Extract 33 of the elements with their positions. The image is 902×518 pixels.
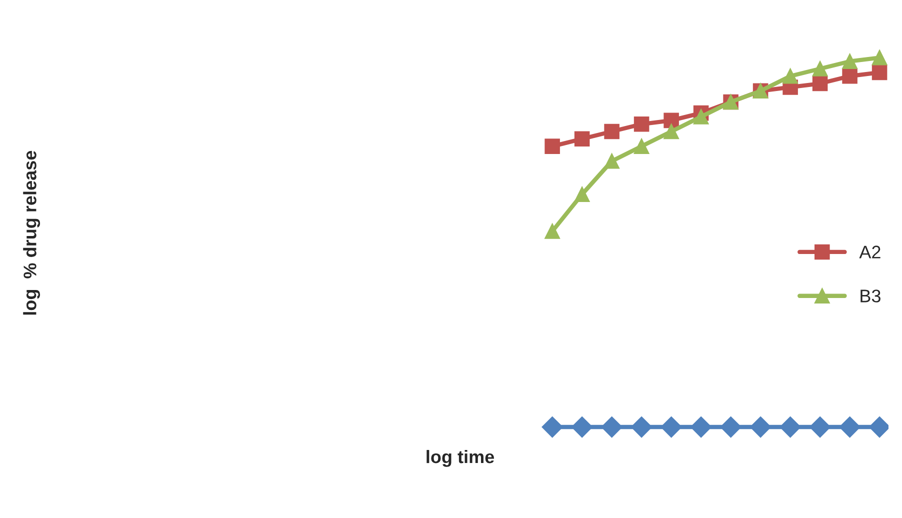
point: [842, 54, 858, 69]
point: [782, 68, 798, 84]
point: [631, 416, 652, 438]
legend-label: B3: [860, 290, 880, 302]
point: [839, 416, 860, 438]
point: [664, 112, 679, 128]
point: [604, 153, 620, 169]
point: [544, 224, 560, 239]
point: [634, 116, 650, 132]
point: [842, 68, 858, 84]
point: [690, 416, 712, 438]
legend-label: A2: [859, 246, 880, 258]
point: [872, 64, 888, 80]
text: log % drug release: [23, 150, 40, 315]
point: [544, 138, 560, 154]
point: [542, 416, 563, 438]
point: [634, 138, 650, 154]
point: [664, 124, 679, 140]
point: [872, 50, 888, 66]
point: [693, 109, 709, 124]
point: [601, 416, 622, 438]
point: [572, 416, 593, 438]
point: [574, 131, 590, 147]
point: [810, 416, 831, 438]
point: [812, 61, 828, 76]
point: [604, 124, 620, 140]
text: log time: [426, 450, 494, 467]
point: [660, 416, 682, 438]
point: [812, 76, 828, 92]
point: [780, 416, 801, 438]
point: [750, 416, 772, 438]
point: [574, 186, 590, 202]
point: [720, 416, 742, 438]
